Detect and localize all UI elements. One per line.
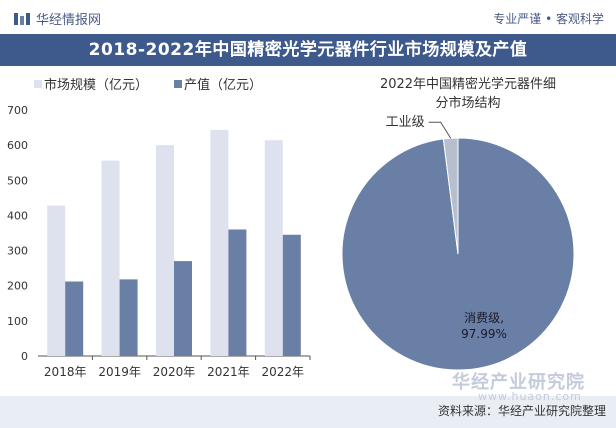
x-tick-label: 2020年 bbox=[153, 365, 196, 379]
source-note: 资料来源：华经产业研究院整理 bbox=[437, 404, 606, 418]
bar-output bbox=[174, 261, 192, 356]
page-title: 2018-2022年中国精密光学元器件行业市场规模及产值 bbox=[0, 34, 616, 66]
bar-output bbox=[282, 234, 301, 356]
watermark-url: www.huaon.com bbox=[478, 390, 582, 403]
legend-swatch bbox=[174, 80, 182, 88]
x-tick-label: 2021年 bbox=[207, 365, 250, 379]
y-tick-label: 400 bbox=[7, 209, 28, 222]
slogan: 专业严谨 • 客观科学 bbox=[493, 12, 604, 26]
legend-label: 产值（亿元） bbox=[184, 77, 262, 93]
y-tick-label: 600 bbox=[7, 139, 28, 152]
y-tick-label: 300 bbox=[7, 245, 28, 258]
y-tick-label: 100 bbox=[7, 315, 28, 328]
pie-title-line: 分市场结构 bbox=[435, 95, 500, 111]
bar-market-size bbox=[156, 145, 174, 356]
y-tick-label: 200 bbox=[7, 280, 28, 293]
pie-leader-line bbox=[428, 121, 452, 139]
top-bar: 华经情报网 专业严谨 • 客观科学 bbox=[0, 0, 616, 34]
footer-bar bbox=[0, 396, 616, 428]
bar-market-size bbox=[47, 205, 66, 356]
bar-market-size bbox=[264, 140, 283, 356]
bar-output bbox=[65, 281, 84, 356]
bar-chart: 0 100 200 300 400 500 600 700 2018年 2019年 2020年 202… bbox=[7, 77, 311, 379]
x-tick-label: 2018年 bbox=[44, 365, 87, 379]
y-tick-label: 700 bbox=[7, 104, 28, 117]
watermark-brand: 华经产业研究院 bbox=[452, 372, 585, 393]
logo-icon bbox=[14, 12, 30, 25]
pie-slice-1 bbox=[442, 137, 459, 255]
x-tick-label: 2019年 bbox=[98, 365, 141, 379]
pie-title-line: 2022年中国精密光学元器件细 bbox=[380, 76, 556, 92]
legend-swatch bbox=[34, 80, 42, 88]
bar-market-size bbox=[101, 160, 120, 356]
bar-market-size bbox=[210, 130, 229, 356]
pie-value-consumer: 97.99% bbox=[461, 327, 507, 341]
x-tick-label: 2022年 bbox=[262, 365, 305, 379]
brand: 华经情报网 bbox=[14, 9, 101, 28]
legend-label: 市场规模（亿元） bbox=[44, 77, 148, 93]
bar-output bbox=[228, 229, 247, 356]
y-tick-label: 500 bbox=[7, 174, 28, 187]
bar-output bbox=[119, 279, 138, 356]
y-tick-label: 0 bbox=[21, 350, 28, 363]
pie-label-consumer: 消费级, bbox=[464, 311, 504, 325]
brand-name: 华经情报网 bbox=[36, 13, 102, 28]
pie-label-industrial: 工业级 bbox=[386, 115, 425, 130]
